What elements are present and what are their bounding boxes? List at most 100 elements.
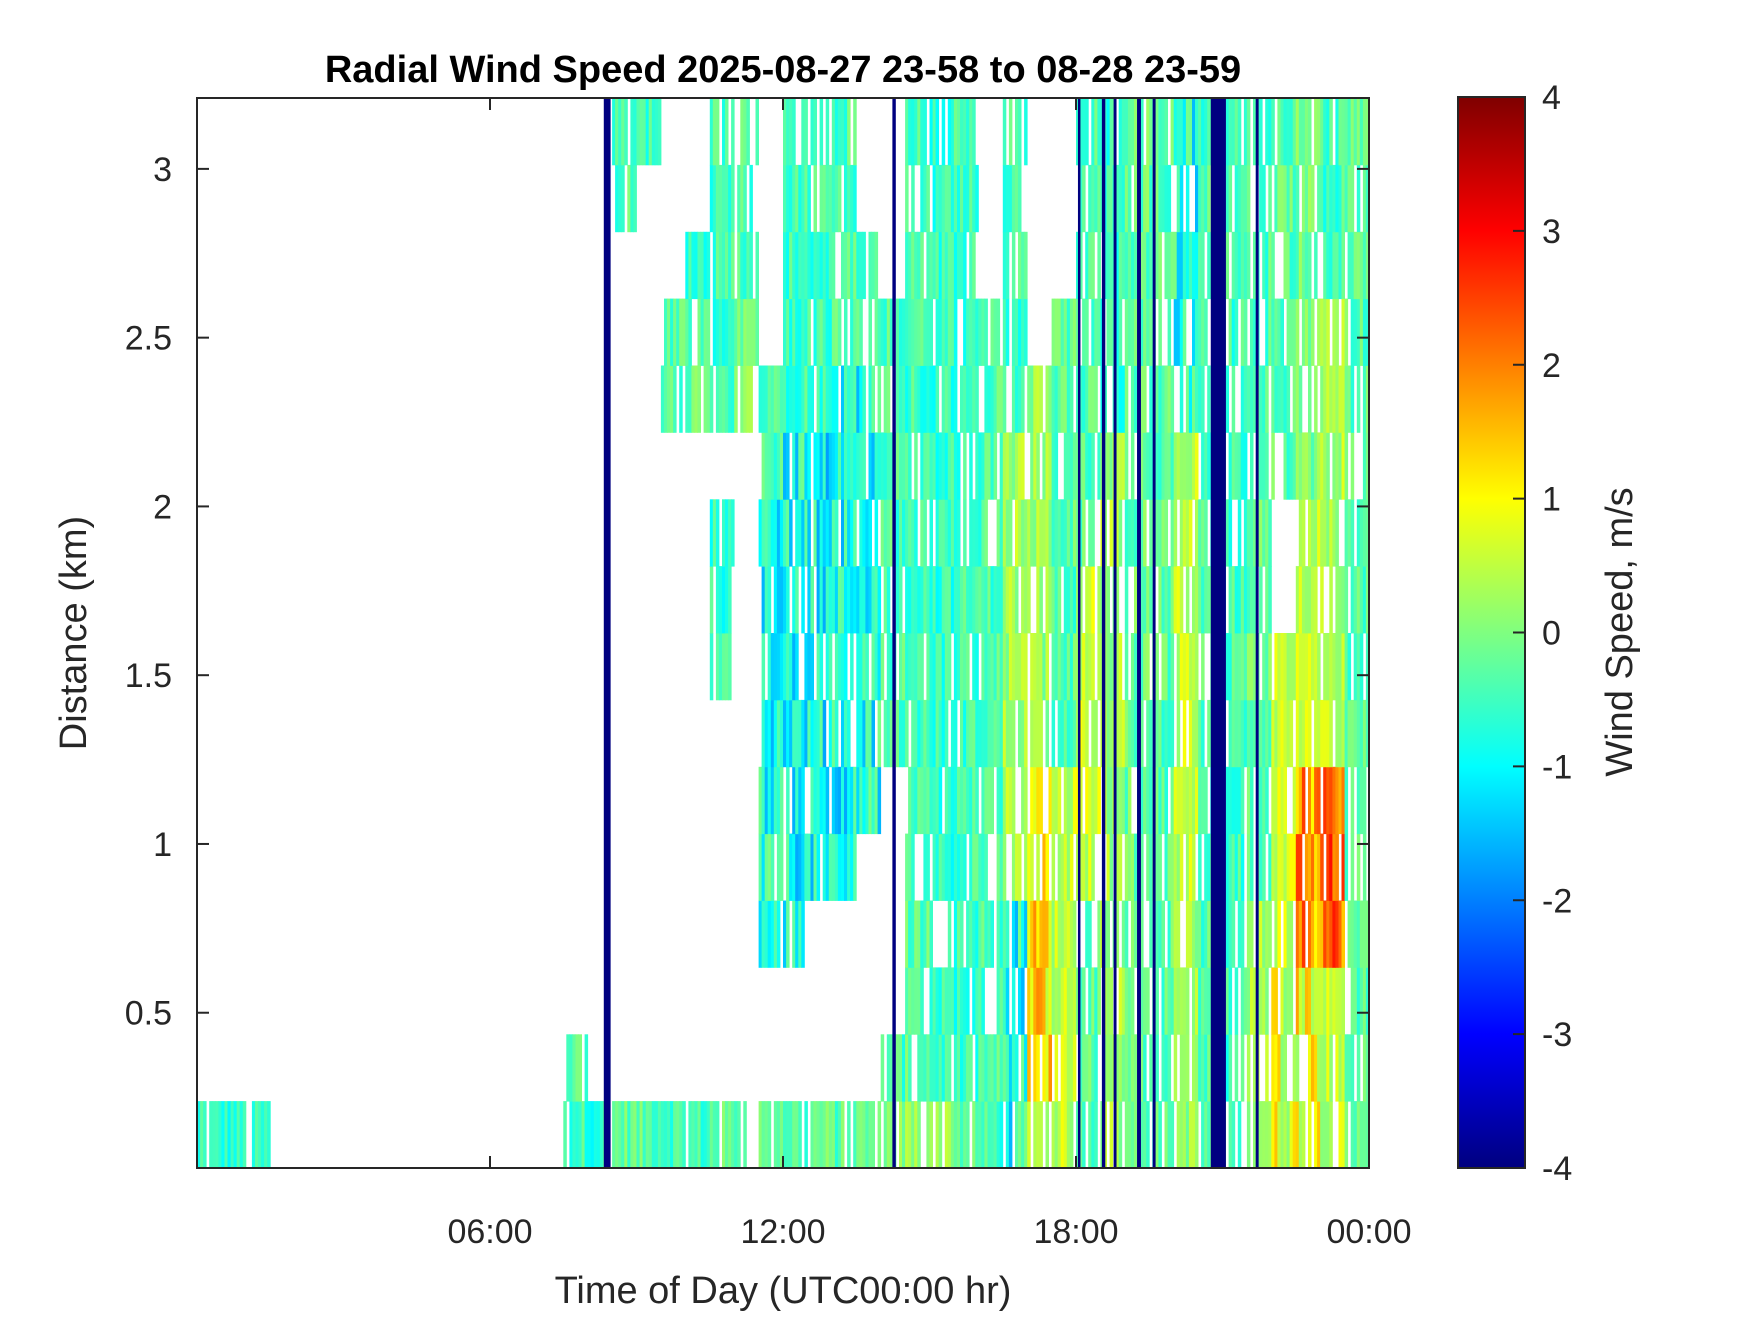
heatmap-cell (871, 432, 875, 500)
heatmap-cell (1045, 566, 1049, 634)
heatmap-cell (1182, 298, 1187, 366)
heatmap-cell (996, 633, 1001, 701)
heatmap-cell (975, 566, 979, 634)
heatmap-cell (1195, 164, 1199, 233)
heatmap-cell (1008, 1101, 1013, 1168)
heatmap-cell (1347, 900, 1352, 968)
heatmap-cell (1106, 164, 1110, 233)
heatmap-cell (957, 566, 961, 634)
heatmap-cell (813, 98, 817, 166)
heatmap-cell (1350, 699, 1355, 768)
heatmap-cell (868, 231, 872, 300)
heatmap-cell (1320, 298, 1324, 366)
heatmap-cell (1091, 633, 1095, 701)
heatmap-cell (920, 900, 924, 968)
heatmap-cell (1231, 766, 1236, 835)
heatmap-cell (1192, 365, 1196, 433)
heatmap-cell (825, 1101, 830, 1168)
heatmap-cell (981, 298, 985, 366)
heatmap-cell (1234, 98, 1239, 166)
heatmap-cell (709, 499, 714, 567)
heatmap-cell (1164, 967, 1168, 1035)
heatmap-cell (1091, 432, 1095, 500)
heatmap-cell (722, 231, 726, 300)
heatmap-cell (1167, 633, 1172, 701)
heatmap-cell (807, 499, 811, 567)
heatmap-cell (801, 164, 805, 233)
heatmap-cell (908, 365, 912, 433)
heatmap-cell (905, 365, 909, 433)
heatmap-cell (816, 1101, 821, 1168)
heatmap-cell (776, 699, 781, 768)
heatmap-cell (963, 1101, 967, 1168)
heatmap-cell (1304, 432, 1309, 500)
heatmap-cell (1280, 164, 1284, 233)
heatmap-cell (1149, 365, 1153, 433)
heatmap-cell (1332, 365, 1336, 433)
heatmap-cell (1317, 633, 1321, 701)
heatmap-cell (938, 833, 943, 901)
heatmap-cell (755, 98, 759, 166)
heatmap-cell (953, 833, 958, 901)
heatmap-cell (899, 699, 903, 768)
heatmap-cell (1015, 833, 1019, 901)
heatmap-cell (1185, 1101, 1190, 1168)
heatmap-cell (1195, 1101, 1199, 1168)
heatmap-cell (795, 432, 799, 500)
heatmap-cell (804, 499, 808, 567)
heatmap-cell (1158, 365, 1162, 433)
heatmap-cell (1280, 365, 1284, 433)
heatmap-cell (1179, 499, 1184, 567)
heatmap-cell (844, 833, 848, 901)
heatmap-cell (1051, 699, 1056, 768)
heatmap-cell (1018, 1101, 1022, 1168)
heatmap-cell (1069, 699, 1074, 768)
heatmap-cell (1045, 833, 1049, 901)
heatmap-cell (1204, 967, 1208, 1035)
heatmap-cell (859, 499, 863, 567)
heatmap-cell (1308, 900, 1312, 968)
heatmap-cell (886, 298, 891, 366)
heatmap-cell (1066, 967, 1071, 1035)
heatmap-cell (1106, 967, 1110, 1035)
heatmap-cell (1326, 900, 1330, 968)
heatmap-cell (1308, 566, 1312, 634)
heatmap-cell (1076, 499, 1080, 567)
heatmap-cell (923, 499, 927, 567)
heatmap-cell (572, 1101, 576, 1168)
heatmap-cell (715, 298, 720, 366)
heatmap-cell (963, 432, 967, 500)
heatmap-cell (853, 766, 857, 835)
heatmap-cell (1329, 98, 1333, 166)
heatmap-cell (1365, 1101, 1369, 1168)
heatmap-cell (1158, 833, 1162, 901)
heatmap-cell (1005, 298, 1010, 366)
heatmap-cell (941, 164, 946, 233)
heatmap-cell (865, 699, 869, 768)
heatmap-cell (841, 1101, 845, 1168)
heatmap-cell (1185, 566, 1190, 634)
heatmap-cell (792, 365, 796, 433)
heatmap-cell (914, 365, 918, 433)
heatmap-cell (880, 499, 885, 567)
heatmap-cell (1314, 98, 1318, 166)
heatmap-cell (1121, 699, 1126, 768)
heatmap-cell (1140, 900, 1144, 968)
heatmap-cell (1027, 1101, 1031, 1168)
heatmap-cell (975, 699, 979, 768)
heatmap-cell (1188, 833, 1193, 901)
heatmap-cell (960, 365, 964, 433)
heatmap-cell (1039, 566, 1043, 634)
heatmap-cell (1192, 766, 1196, 835)
heatmap-cell (1170, 365, 1175, 433)
heatmap-cell (1204, 1101, 1208, 1168)
heatmap-cell (1198, 566, 1202, 634)
heatmap-cell (1054, 499, 1059, 567)
heatmap-cell (831, 566, 836, 634)
heatmap-cell (1292, 1034, 1297, 1102)
heatmap-cell (1225, 1034, 1230, 1102)
heatmap-cell (1265, 699, 1269, 768)
heatmap-cell (899, 566, 903, 634)
heatmap-cell (1146, 633, 1150, 701)
heatmap-cell (1338, 432, 1342, 500)
